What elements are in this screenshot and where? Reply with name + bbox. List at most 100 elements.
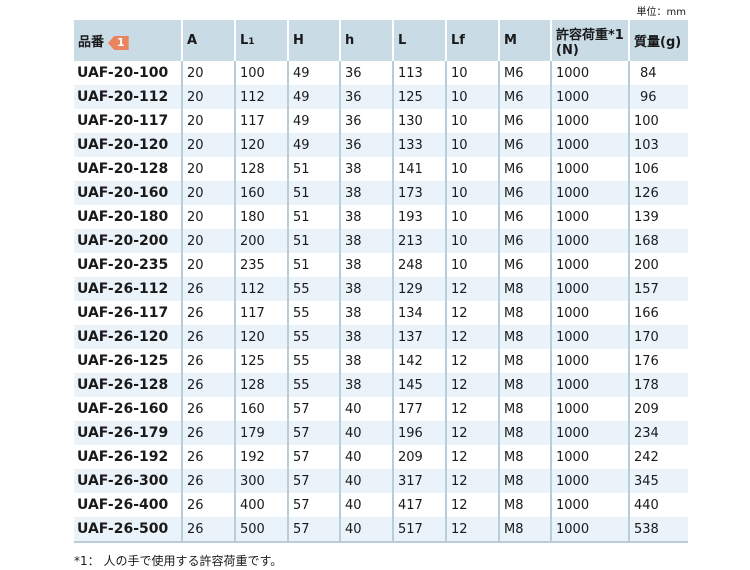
- table-cell: 120: [234, 133, 288, 157]
- table-cell: 12: [445, 469, 499, 493]
- table-cell: 100: [234, 61, 288, 85]
- table-row: UAF-20-200 20 200 51 38 213 10 M6 1000 168: [74, 229, 688, 253]
- table-row: UAF-26-160 26 160 57 40 177 12 M8 1000 209: [74, 397, 688, 421]
- header-part: 品番 1: [74, 20, 182, 61]
- table-cell: 10: [445, 109, 499, 133]
- part-number-cell: UAF-26-500: [74, 517, 182, 543]
- part-number-cell: UAF-26-192: [77, 449, 169, 465]
- table-cell: 38: [339, 301, 393, 325]
- table-row: UAF-20-117 20 117 49 36 130 10 M6 1000 100: [74, 109, 688, 133]
- table-cell: 117: [234, 301, 288, 325]
- table-cell: 26: [181, 421, 235, 445]
- table-cell: 166: [628, 301, 688, 325]
- table-cell: 26: [181, 493, 235, 517]
- table-cell: 1000: [550, 445, 629, 469]
- table-cell: 51: [287, 157, 340, 181]
- table-cell: M8: [498, 373, 551, 397]
- footnote: *1： 人の手で使用する許容荷重です。: [74, 554, 283, 568]
- table-cell: 51: [287, 229, 340, 253]
- table-cell: 113: [392, 61, 446, 85]
- part-number-cell: UAF-20-120: [74, 133, 182, 157]
- table-cell: 20: [181, 109, 235, 133]
- table-cell: 20: [181, 61, 235, 85]
- part-number-cell: UAF-20-100: [77, 65, 169, 81]
- table-cell: 173: [392, 181, 446, 205]
- table-cell: M6: [498, 61, 551, 85]
- table-cell: 36: [339, 61, 393, 85]
- table-row: UAF-20-128 20 128 51 38 141 10 M6 1000 106: [74, 157, 688, 181]
- header-a: A: [181, 20, 235, 61]
- table-cell: 10: [445, 133, 499, 157]
- table-cell: 106: [628, 157, 688, 181]
- table-row: UAF-20-100 20 100 49 36 113 10 M6 1000 84: [74, 61, 688, 85]
- table-cell: 317: [392, 469, 446, 493]
- table-cell: 26: [181, 397, 235, 421]
- table-cell: M8: [498, 445, 551, 469]
- table-cell: 1000: [550, 157, 629, 181]
- part-number-cell: UAF-26-120: [74, 325, 182, 349]
- table-cell: 117: [234, 109, 288, 133]
- table-cell: 1000: [550, 205, 629, 229]
- table-row: UAF-26-117 26 117 55 38 134 12 M8 1000 166: [74, 301, 688, 325]
- table-cell: 38: [339, 181, 393, 205]
- table-cell: 55: [287, 373, 340, 397]
- table-cell: 49: [287, 61, 340, 85]
- table-cell: 20: [181, 229, 235, 253]
- table-cell: 112: [234, 85, 288, 109]
- part-number-cell: UAF-20-180: [77, 209, 169, 225]
- table-cell: 12: [445, 493, 499, 517]
- table-cell: 200: [628, 253, 688, 277]
- header-l1: L1: [234, 20, 288, 61]
- table-cell: 213: [392, 229, 446, 253]
- table-cell: 100: [628, 109, 688, 133]
- table-row: UAF-26-112 26 112 55 38 129 12 M8 1000 157: [74, 277, 688, 301]
- table-cell: 200: [234, 229, 288, 253]
- table-cell: 130: [392, 109, 446, 133]
- table-cell: 1000: [550, 133, 629, 157]
- table-cell: 500: [234, 517, 288, 543]
- table-row: UAF-26-400 26 400 57 40 417 12 M8 1000 440: [74, 493, 688, 517]
- table-row: UAF-26-128 26 128 55 38 145 12 M8 1000 178: [74, 373, 688, 397]
- table-cell: M8: [498, 325, 551, 349]
- table-cell: 242: [628, 445, 688, 469]
- table-cell: 26: [181, 349, 235, 373]
- table-row: UAF-26-300 26 300 57 40 317 12 M8 1000 345: [74, 469, 688, 493]
- table-cell: 40: [339, 397, 393, 421]
- header-m: M: [498, 20, 551, 61]
- table-cell: 12: [445, 517, 499, 543]
- spec-table: 品番 1 A L1 H h L Lf M 許容荷重*1 (N) 質量(g) UAF-…: [74, 20, 688, 543]
- table-cell: 1000: [550, 349, 629, 373]
- table-cell: 12: [445, 301, 499, 325]
- table-cell: 38: [339, 277, 393, 301]
- table-cell: 51: [287, 253, 340, 277]
- part-number-cell: UAF-20-128: [77, 161, 169, 177]
- table-cell: M8: [498, 301, 551, 325]
- table-cell: 1000: [550, 421, 629, 445]
- table-cell: 1000: [550, 61, 629, 85]
- table-cell: 160: [234, 397, 288, 421]
- unit-label: 単位：mm: [636, 7, 686, 18]
- table-cell: 40: [339, 469, 393, 493]
- table-cell: 12: [445, 445, 499, 469]
- table-cell: 193: [392, 205, 446, 229]
- table-cell: 129: [392, 277, 446, 301]
- table-cell: 26: [181, 277, 235, 301]
- table-cell: 57: [287, 517, 340, 543]
- table-cell: 134: [392, 301, 446, 325]
- table-cell: 417: [392, 493, 446, 517]
- table-cell: 20: [181, 157, 235, 181]
- table-cell: 103: [628, 133, 688, 157]
- table-cell: M8: [498, 517, 551, 543]
- header-mass: 質量(g): [628, 20, 688, 61]
- table-cell: 55: [287, 325, 340, 349]
- table-cell: 40: [339, 493, 393, 517]
- table-cell: 38: [339, 205, 393, 229]
- table-cell: 38: [339, 157, 393, 181]
- table-cell: 38: [339, 229, 393, 253]
- table-cell: 1000: [550, 229, 629, 253]
- table-cell: 345: [628, 469, 688, 493]
- table-cell: 12: [445, 277, 499, 301]
- table-row: UAF-26-192 26 192 57 40 209 12 M8 1000 242: [74, 445, 688, 469]
- table-cell: 55: [287, 349, 340, 373]
- table-cell: 517: [392, 517, 446, 543]
